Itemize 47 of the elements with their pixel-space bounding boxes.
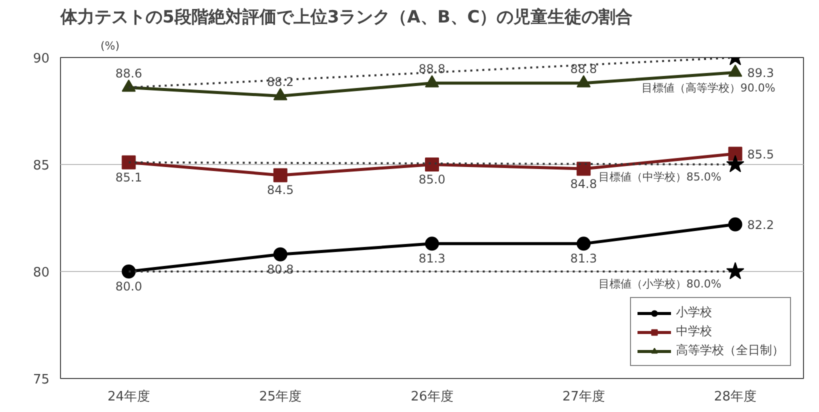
data-label: 84.8 xyxy=(570,176,597,191)
point xyxy=(273,88,288,100)
y-tick-label: 90 xyxy=(32,52,50,66)
point xyxy=(273,247,288,262)
x-tick-label: 26年度 xyxy=(410,388,454,404)
point xyxy=(576,236,591,251)
point xyxy=(273,168,288,182)
data-label: 85.0 xyxy=(418,172,446,186)
data-label: 84.5 xyxy=(267,183,294,198)
point xyxy=(425,236,439,251)
data-label: 89.3 xyxy=(747,66,774,80)
point xyxy=(425,158,439,172)
point xyxy=(728,64,742,77)
data-label: 目標値（小学校）80.0% xyxy=(598,278,722,290)
data-label: 88.6 xyxy=(115,66,142,80)
point xyxy=(122,79,136,92)
data-label: 80.8 xyxy=(267,262,294,276)
data-label: 88.2 xyxy=(267,75,294,90)
legend-label: 小学校 xyxy=(676,304,712,321)
x-tick-label: 25年度 xyxy=(259,388,302,404)
y-tick-label: 75 xyxy=(32,372,50,388)
data-label: 82.2 xyxy=(747,218,774,232)
data-label: 85.5 xyxy=(747,147,774,162)
point xyxy=(122,264,136,278)
x-tick-label: 24年度 xyxy=(107,388,150,404)
point xyxy=(576,75,591,88)
legend-label: 高等学校（全日制） xyxy=(676,342,784,359)
data-label: 88.8 xyxy=(570,62,597,76)
y-tick-label: 80 xyxy=(32,266,50,280)
data-label: 目標値（中学校）85.0% xyxy=(598,170,722,184)
point xyxy=(728,217,742,232)
legend-label: 中学校 xyxy=(676,323,712,340)
y-axis-title: (%) xyxy=(100,40,120,52)
point xyxy=(425,75,439,88)
chart-title: 体力テストの5段階絶対評価で上位3ランク（A、B、C）の児童生徒の割合 xyxy=(60,8,633,28)
point xyxy=(576,162,591,176)
y-tick-label: 85 xyxy=(32,158,50,174)
x-tick-label: 27年度 xyxy=(562,388,605,404)
data-label: 81.3 xyxy=(570,252,597,266)
data-label: 目標値（高等学校）90.0% xyxy=(641,82,776,94)
point xyxy=(728,146,742,161)
data-label: 88.8 xyxy=(418,62,446,76)
data-label: 80.0 xyxy=(115,280,142,294)
data-label: 81.3 xyxy=(418,252,446,266)
data-label: 85.1 xyxy=(115,170,142,184)
point xyxy=(122,155,136,170)
x-tick-label: 28年度 xyxy=(714,388,757,404)
